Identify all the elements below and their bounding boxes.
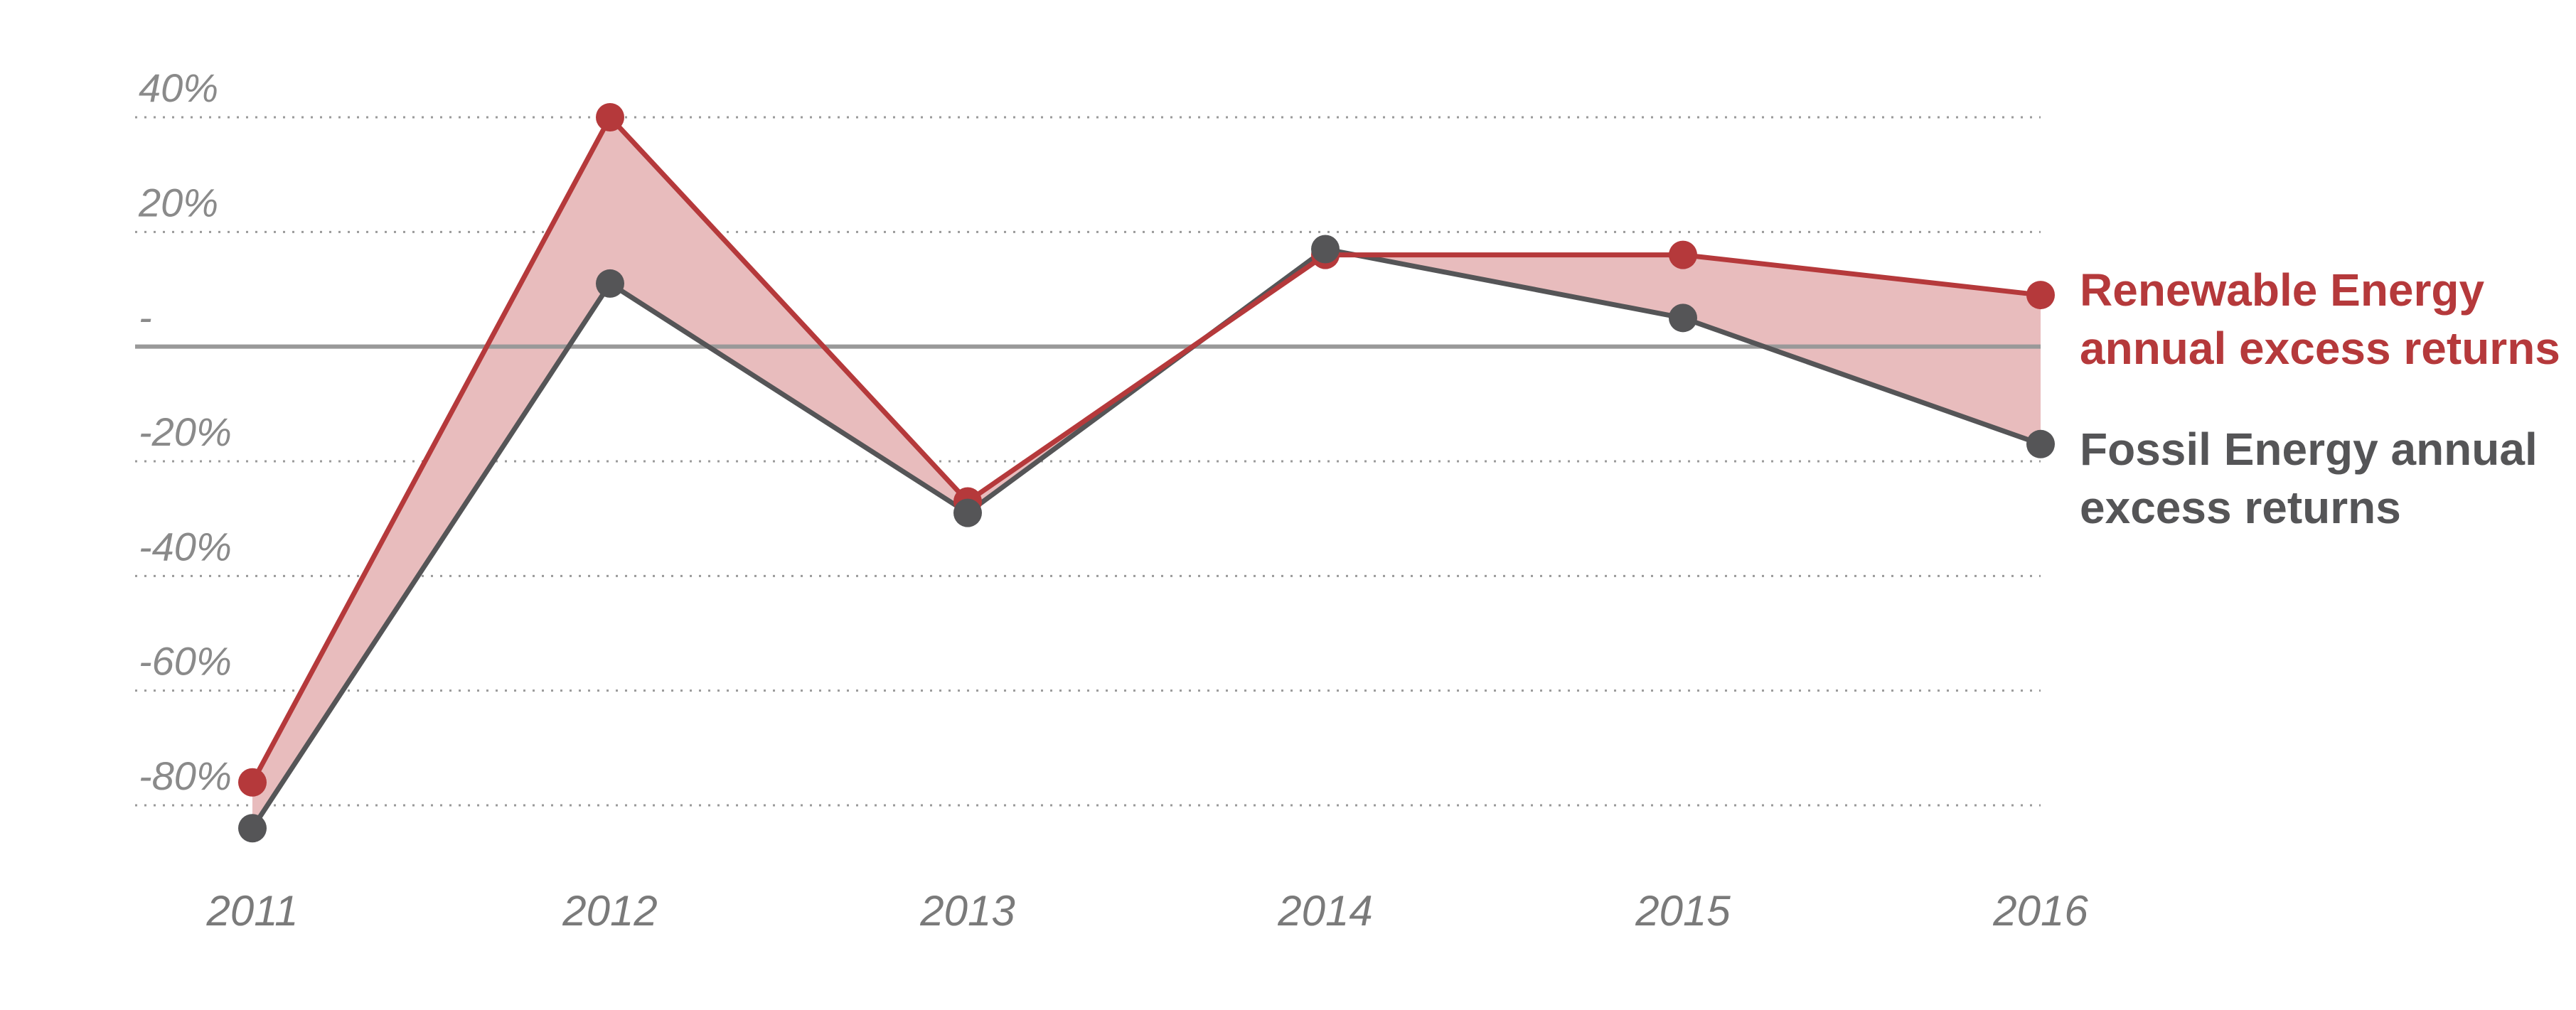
y-tick-label: 20% [138, 180, 218, 225]
series-lines [250, 114, 2042, 830]
x-tick-label: 2015 [1635, 887, 1731, 935]
series-points [238, 103, 2055, 843]
series-0-point [2026, 281, 2055, 310]
series-line-0 [250, 114, 2041, 784]
y-tick-label: -80% [139, 753, 232, 798]
x-axis-tick-labels: 2011 2012 2013 2014 2015 2016 [205, 887, 2088, 935]
series-0-point [596, 103, 624, 131]
series-1-point [596, 269, 624, 298]
series-1-point [1669, 303, 1697, 333]
legend-entry-0-line: Renewable Energy [2080, 264, 2485, 316]
legend: Renewable Energy annual excess returns Fos… [2080, 264, 2560, 533]
grid-lines [135, 116, 2041, 807]
series-1-point [2026, 429, 2055, 458]
legend-entry-0-line: annual excess returns [2080, 323, 2560, 374]
series-1-point [953, 498, 982, 527]
series-0-point [1669, 240, 1697, 269]
y-tick-label: -40% [139, 524, 232, 569]
x-tick-label: 2011 [205, 887, 298, 935]
legend-entry-1-line: Fossil Energy annual [2080, 424, 2538, 475]
x-tick-label: 2016 [1992, 887, 2088, 935]
series-0-point [238, 768, 267, 797]
x-tick-label: 2012 [562, 887, 657, 935]
x-tick-label: 2014 [1277, 887, 1372, 935]
y-tick-label: -20% [139, 409, 232, 454]
x-tick-label: 2013 [919, 887, 1015, 935]
difference-band [252, 117, 2041, 829]
y-tick-label: 40% [139, 65, 218, 110]
series-1-point [1311, 235, 1340, 264]
legend-entry-1-line: excess returns [2080, 482, 2401, 533]
y-tick-label: -60% [139, 639, 232, 684]
series-1-point [238, 814, 267, 843]
y-axis-tick-labels: 40% 20% - -20% -40% -60% -80% [138, 65, 232, 798]
y-tick-label: - [139, 295, 152, 340]
